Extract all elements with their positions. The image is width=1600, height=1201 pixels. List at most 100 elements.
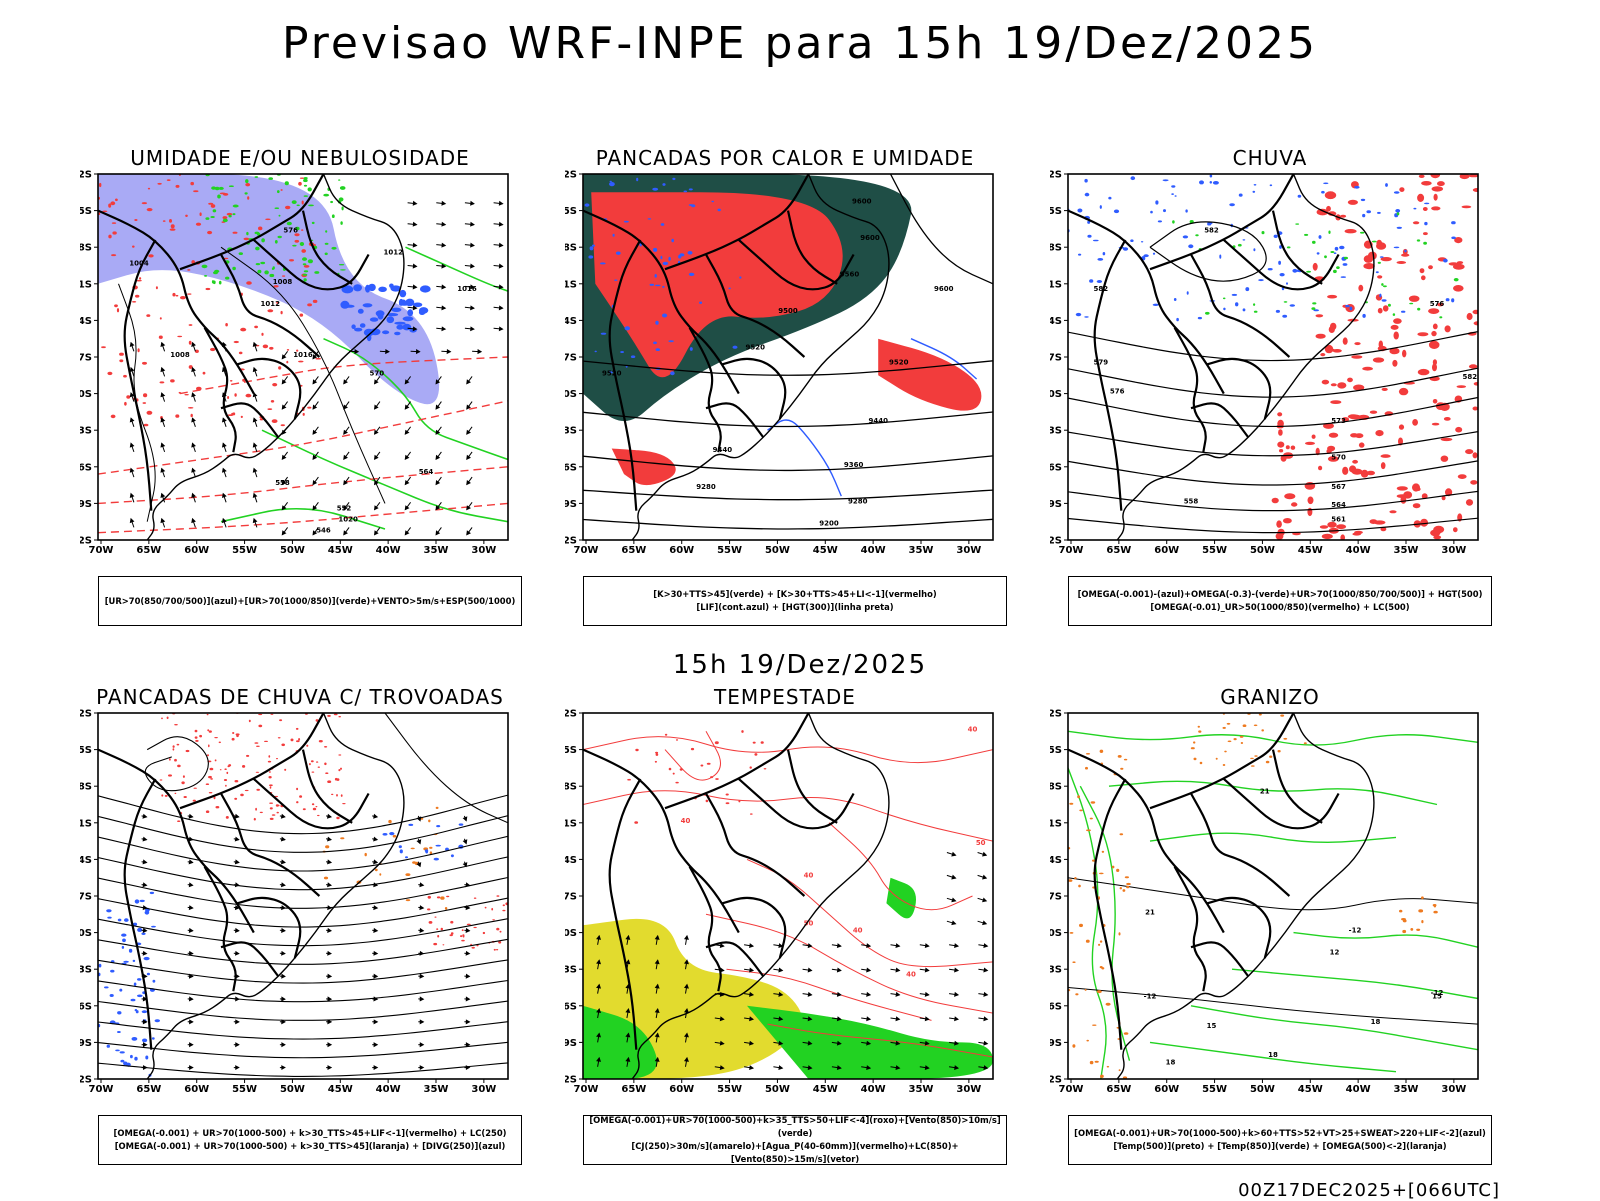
shade-patch — [219, 281, 222, 285]
shade-patch — [1376, 271, 1379, 273]
shade-patch — [115, 199, 118, 202]
shade-patch — [387, 316, 395, 323]
shade-patch — [1377, 275, 1382, 278]
lat-label: 33S — [80, 426, 92, 437]
shade-patch — [650, 284, 655, 286]
shade-patch — [205, 217, 209, 220]
shade-patch — [1431, 331, 1436, 336]
lon-label: 45W — [1298, 1084, 1323, 1095]
shade-patch — [110, 201, 115, 205]
lat-label: 33S — [1050, 426, 1062, 437]
shade-patch — [267, 309, 273, 312]
shade-patch — [1361, 199, 1365, 201]
shade-patch — [1172, 220, 1175, 223]
shade-patch — [1323, 183, 1328, 185]
wind-arrowhead — [192, 393, 195, 396]
contour-line — [98, 1001, 508, 1020]
shade-patch — [1069, 803, 1073, 805]
lat-label: 21S — [1050, 279, 1062, 290]
shade-patch — [316, 761, 318, 762]
shade-patch — [1413, 503, 1421, 508]
shade-patch — [472, 947, 475, 949]
shade-patch — [1185, 209, 1187, 212]
shade-patch — [496, 928, 499, 931]
shade-patch — [592, 245, 595, 247]
wind-arrowhead — [328, 997, 331, 1000]
shade-patch — [279, 719, 282, 721]
shade-patch — [208, 776, 212, 778]
shade-patch — [137, 928, 142, 932]
lon-label: 60W — [1154, 545, 1179, 556]
shade-patch — [739, 276, 741, 278]
lat-label: 18S — [565, 782, 577, 793]
shade-patch — [170, 379, 175, 382]
shade-patch — [1320, 525, 1328, 528]
shade-patch — [394, 332, 400, 335]
shade-patch — [1345, 305, 1349, 307]
shade-patch — [425, 849, 428, 852]
shade-patch — [388, 820, 391, 823]
lat-label: 24S — [565, 316, 577, 327]
wind-arrowhead — [282, 1066, 285, 1069]
wind-arrowhead — [442, 285, 445, 288]
wind-arrowhead — [143, 860, 146, 863]
shade-patch — [1100, 750, 1104, 753]
shade-patch — [1319, 235, 1322, 239]
shade-patch — [189, 324, 193, 326]
shade-patch — [104, 986, 109, 988]
shade-patch — [1158, 220, 1162, 222]
contour-label: 15 — [1207, 1022, 1217, 1030]
shade-patch — [715, 778, 719, 780]
shade-patch — [636, 178, 638, 181]
map-frame: 12S15S18S21S24S27S30S33S36S39S42S70W65W6… — [1050, 709, 1478, 1095]
wind-arrowhead — [282, 906, 285, 909]
lon-label: 40W — [1346, 545, 1371, 556]
shade-patch — [136, 1010, 139, 1013]
wind-arrowhead — [282, 929, 285, 932]
lat-label: 33S — [565, 426, 577, 437]
shade-patch — [161, 794, 163, 796]
shade-patch — [246, 394, 252, 398]
shade-patch — [648, 218, 652, 219]
omega-blue — [1067, 175, 1456, 322]
lon-label: 65W — [621, 545, 646, 556]
lat-label: 24S — [80, 316, 92, 327]
contour-line — [1068, 988, 1478, 1025]
shade-patch — [661, 223, 665, 226]
wind-arrowhead — [192, 469, 195, 472]
wind-arrowhead — [189, 929, 192, 932]
wind-arrowhead — [867, 1017, 870, 1020]
shade-patch — [1434, 904, 1436, 907]
shade-patch — [492, 919, 495, 920]
shade-patch — [1446, 298, 1450, 301]
shade-patch — [1291, 502, 1297, 506]
panel-tempestade: TEMPESTADE [OMEGA(-0.001)+UR>70(1000-500… — [565, 685, 1005, 1155]
shade-patch — [155, 1019, 160, 1022]
shade-patch — [1424, 222, 1427, 225]
contour-label: 40 — [853, 927, 863, 935]
shade-patch — [1412, 483, 1420, 491]
wind-arrowhead — [189, 838, 192, 841]
shade-patch — [1313, 263, 1318, 271]
shade-patch — [1423, 232, 1428, 235]
state-border — [739, 779, 854, 828]
state-border — [205, 867, 236, 992]
shade-patch — [226, 816, 229, 819]
shade-patch — [339, 197, 344, 201]
shade-patch — [1290, 304, 1295, 307]
shade-patch — [1085, 767, 1088, 770]
wind-arrowhead — [253, 343, 256, 346]
contour-label: 573 — [1331, 417, 1346, 425]
shade-patch — [635, 749, 638, 751]
contour-label: 9600 — [852, 197, 872, 205]
wind-arrowhead — [442, 327, 445, 330]
contour-label: 1020 — [338, 516, 358, 524]
wind-arrowhead — [143, 838, 146, 841]
shade-patch — [1453, 527, 1458, 532]
shade-patch — [1352, 460, 1358, 464]
shade-patch — [206, 783, 209, 785]
shade-patch — [258, 227, 262, 231]
shade-patch — [156, 286, 158, 289]
shade-patch — [163, 220, 166, 222]
shade-patch — [229, 215, 232, 218]
